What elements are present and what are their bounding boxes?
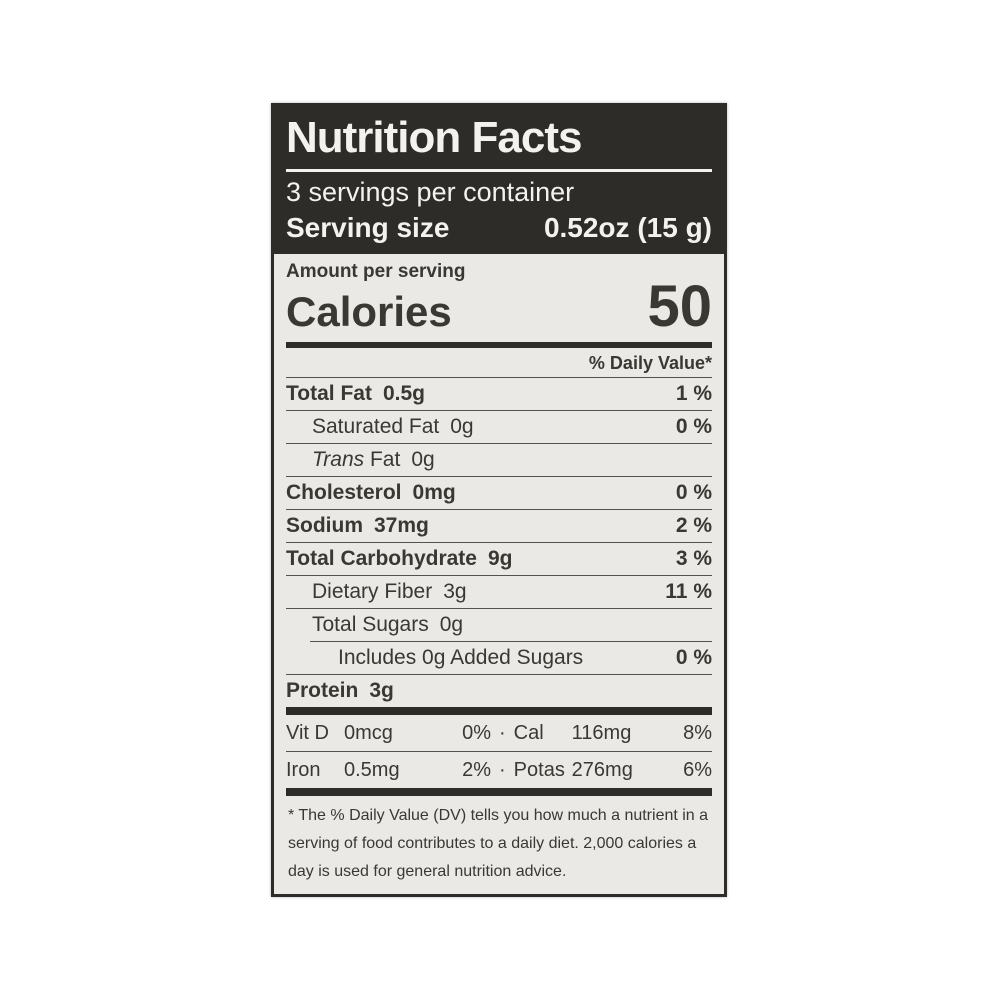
row-divider <box>286 674 712 675</box>
row-divider <box>286 751 712 752</box>
amount-per-serving-label: Amount per serving <box>286 261 466 282</box>
micro-name: Potas <box>513 759 565 781</box>
nutrient-name-amount: Trans Fat 0g <box>312 448 435 471</box>
servings-per-container: 3 servings per container <box>286 177 575 207</box>
micro-right-group: Potas 276mg 6% <box>514 758 712 782</box>
row-divider <box>286 509 712 510</box>
nutrient-row-total-fat: Total Fat 0.5g 1 % <box>286 378 712 410</box>
micro-name: Iron <box>286 759 321 781</box>
nutrient-name-amount: Total Sugars 0g <box>312 613 464 636</box>
micro-amount: 0.5mg <box>344 759 400 781</box>
bullet-separator: · <box>499 722 506 744</box>
nutrient-row-protein: Protein 3g <box>286 675 712 707</box>
daily-value-footnote: * The % Daily Value (DV) tells you how m… <box>288 807 709 880</box>
bullet-separator: · <box>499 759 506 781</box>
nutrition-facts-label: Nutrition Facts 3 servings per container… <box>271 103 727 897</box>
nutrient-daily-value: 2 % <box>675 514 712 537</box>
row-divider <box>286 377 712 378</box>
row-divider <box>286 575 712 576</box>
micro-daily-value: 2% <box>462 759 491 781</box>
thick-divider <box>286 788 712 796</box>
nutrient-row-total-carbohydrate: Total Carbohydrate 9g 3 % <box>286 543 712 575</box>
micro-daily-value: 0% <box>462 722 491 744</box>
calories-row: Calories 50 <box>286 274 712 340</box>
micro-amount: 276mg <box>571 759 633 781</box>
row-divider <box>286 608 712 609</box>
calories-value: 50 <box>647 274 712 339</box>
nutrient-row-total-sugars: Total Sugars 0g <box>286 609 712 641</box>
micro-daily-value: 8% <box>683 722 712 744</box>
nutrient-daily-value: 1 % <box>675 382 712 405</box>
serving-size-row: Serving size 0.52oz (15 g) <box>286 209 712 246</box>
micro-left-group: Vit D 0mcg 0% <box>286 721 491 745</box>
micro-name: Cal <box>513 722 544 744</box>
label-body: Amount per serving Calories 50 % Daily V… <box>274 254 724 886</box>
nutrient-daily-value: 0 % <box>675 646 712 669</box>
nutrient-name-amount: Protein 3g <box>286 679 394 702</box>
row-divider <box>286 476 712 477</box>
label-title: Nutrition Facts <box>286 113 582 162</box>
nutrient-name-amount: Cholesterol 0mg <box>286 481 456 504</box>
nutrient-name-amount: Includes 0g Added Sugars <box>338 646 584 669</box>
trans-italic: Trans <box>312 448 365 471</box>
micronutrient-row-iron-potas: Iron 0.5mg 2% · Potas 276mg 6% <box>286 752 712 788</box>
nutrient-name-amount: Saturated Fat 0g <box>312 415 474 438</box>
nutrient-row-dietary-fiber: Dietary Fiber 3g 11 % <box>286 576 712 608</box>
serving-size-value: 0.52oz (15 g) <box>543 212 712 243</box>
nutrient-daily-value: 0 % <box>675 415 712 438</box>
micro-amount: 116mg <box>571 722 632 744</box>
micro-daily-value: 6% <box>683 759 712 781</box>
serving-size-label: Serving size <box>286 212 450 243</box>
micronutrient-row-vitd-cal: Vit D 0mcg 0% · Cal 116mg 8% <box>286 715 712 751</box>
nutrient-name-amount: Sodium 37mg <box>286 514 429 537</box>
nutrient-daily-value: 0 % <box>675 481 712 504</box>
micro-right-group: Cal 116mg 8% <box>514 721 712 745</box>
nutrient-row-trans-fat: Trans Fat 0g <box>286 444 712 476</box>
nutrient-name-amount: Total Carbohydrate 9g <box>286 547 513 570</box>
thick-divider <box>286 342 712 348</box>
nutrient-row-sodium: Sodium 37mg 2 % <box>286 510 712 542</box>
nutrient-name-amount: Total Fat 0.5g <box>286 382 425 405</box>
thick-divider <box>286 707 712 715</box>
micro-amount: 0mcg <box>344 722 393 744</box>
nutrient-daily-value: 3 % <box>675 547 712 570</box>
nutrient-name-amount: Dietary Fiber 3g <box>312 580 467 603</box>
nutrient-row-cholesterol: Cholesterol 0mg 0 % <box>286 477 712 509</box>
micro-left-group: Iron 0.5mg 2% <box>286 758 491 782</box>
label-header: Nutrition Facts 3 servings per container… <box>274 106 724 254</box>
nutrient-daily-value: 11 % <box>665 580 712 603</box>
row-divider <box>286 542 712 543</box>
row-divider-indented <box>310 641 712 642</box>
nutrient-row-added-sugars: Includes 0g Added Sugars 0 % <box>286 642 712 674</box>
micro-name: Vit D <box>286 722 329 744</box>
calories-label: Calories <box>286 288 452 335</box>
nutrient-row-saturated-fat: Saturated Fat 0g 0 % <box>286 411 712 443</box>
row-divider <box>286 443 712 444</box>
daily-value-header: % Daily Value* <box>588 353 712 373</box>
row-divider <box>286 410 712 411</box>
header-divider <box>286 169 712 172</box>
